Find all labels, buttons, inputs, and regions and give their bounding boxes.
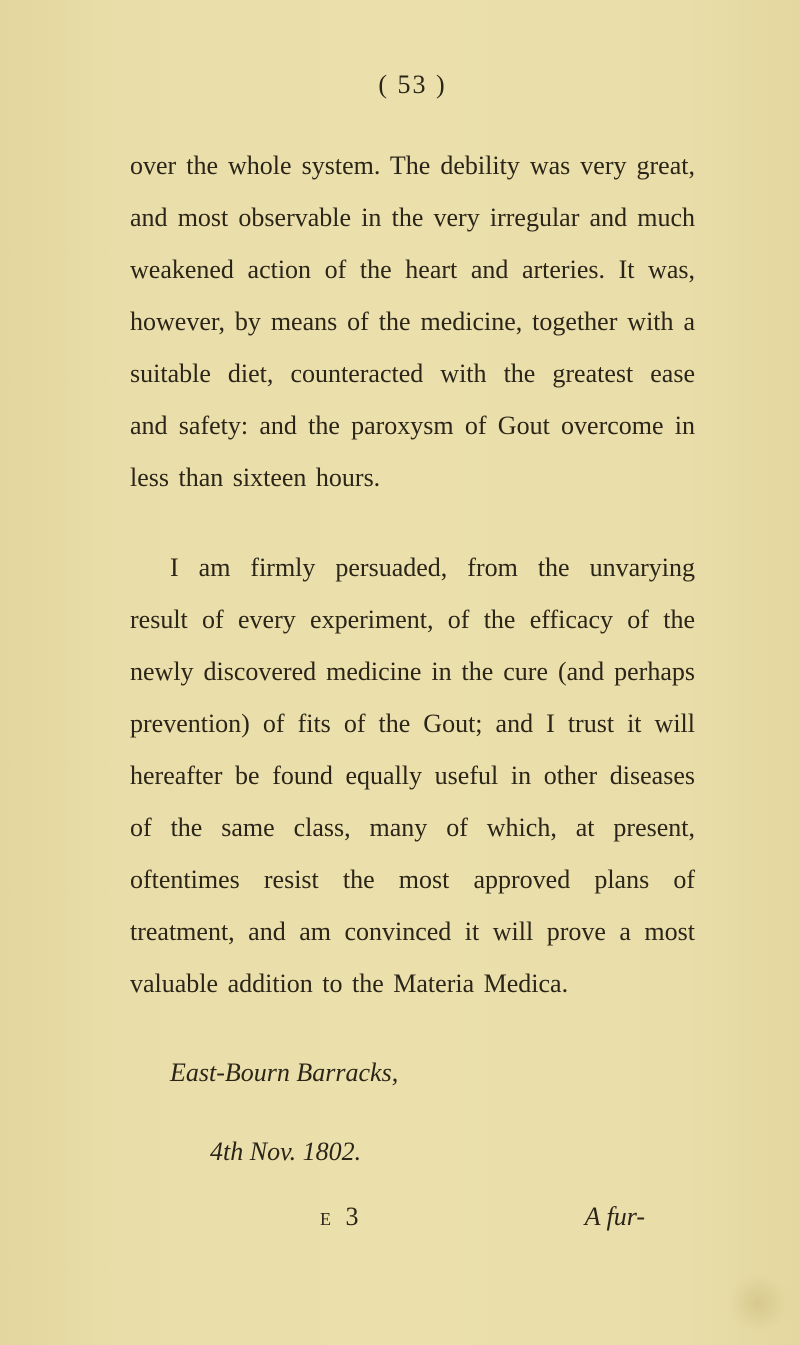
signature-date: 4th Nov. 1802.	[130, 1127, 695, 1176]
catchword: A fur-	[585, 1202, 645, 1232]
signature-mark: e 3	[320, 1202, 363, 1232]
paragraph-2: I am firmly persuaded, from the unvaryin…	[130, 542, 695, 1010]
signature-location: East-Bourn Barracks,	[130, 1048, 695, 1097]
paragraph-1: over the whole system. The debility was …	[130, 140, 695, 504]
footer-row: e 3 A fur-	[130, 1202, 695, 1232]
page-container: ( 53 ) over the whole system. The debili…	[0, 0, 800, 1345]
page-number: ( 53 )	[130, 70, 695, 100]
page-vignette	[728, 1273, 788, 1333]
